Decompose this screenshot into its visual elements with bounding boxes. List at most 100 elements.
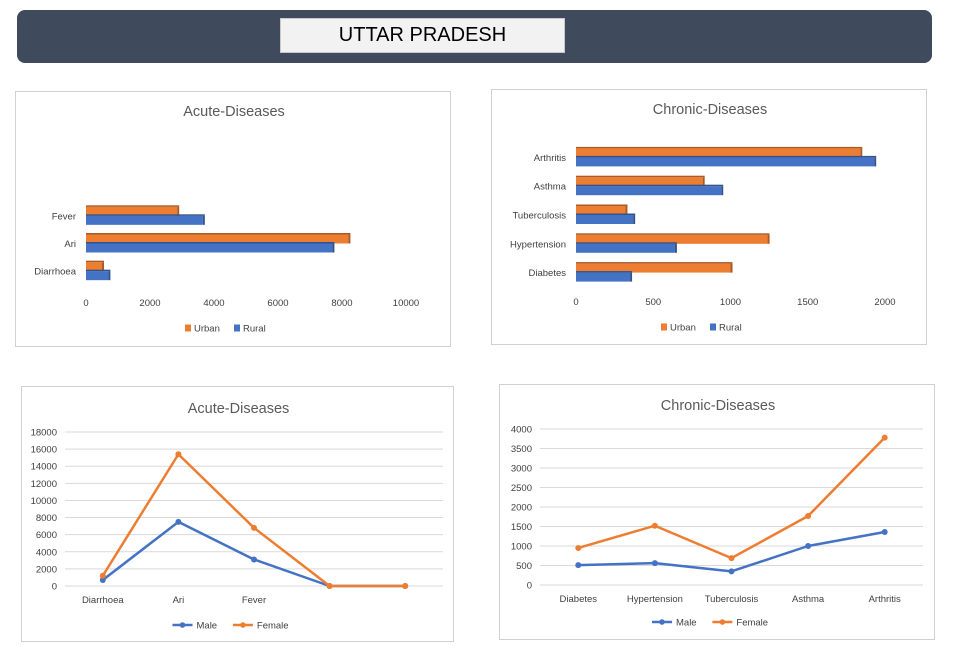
bar-side-rural [332,243,335,253]
bar-rural [86,215,203,225]
chart-svg: Acute-Diseases 0 2000 4000 6000 8000 10000 Diar… [34,104,419,335]
bar-side-rural [674,243,677,253]
legend-dot-male [659,619,665,625]
bar-urban [576,263,731,273]
bar-urban [576,206,626,215]
bar-side-urban [348,234,351,244]
x-tick-label: 500 [645,297,661,308]
data-point-male [99,577,106,584]
y-tick-label: 0 [52,582,57,593]
legend-dot-female [240,622,246,628]
x-tick-label: 1000 [720,297,741,308]
bar-top-rural [86,269,111,272]
y-tick-label: 2000 [511,503,532,514]
chart-svg: Acute-Diseases 0 2000 4000 6000 8000 10000 1200… [31,401,443,632]
bar-side-rural [108,271,111,281]
data-point-female [805,512,812,519]
bar-top-urban [86,233,351,235]
data-point-male [251,556,257,563]
y-tick-label: 1000 [511,542,532,553]
category-label: Fever [52,211,76,222]
legend-label-rural: Rural [243,324,266,335]
legend-swatch-rural [710,323,716,331]
acute-diseases-line-chart: Acute-Diseases 0 2000 4000 6000 8000 10000 1200… [21,386,454,642]
x-tick-label: Arthritis [869,594,901,605]
bar-side-urban [860,148,863,158]
x-tick-label: Diabetes [560,594,598,605]
data-point-male [805,543,812,549]
bar-top-urban [86,260,104,263]
chart-title: Chronic-Diseases [653,102,767,118]
y-tick-label: 2000 [36,564,57,575]
chart-svg: Chronic-Diseases 0 500 1000 1500 2000 2500 3000… [511,398,923,629]
x-tick-label: 2000 [874,297,895,308]
y-tick-label: 4000 [511,425,532,436]
bar-top-rural [86,242,335,244]
y-tick-label: 3000 [511,464,532,475]
data-point-male [175,518,182,525]
page-title: UTTAR PRADESH [280,18,565,53]
legend-swatch-urban [661,323,667,331]
legend-dot-male [179,622,186,628]
x-tick-label: 4000 [203,298,224,309]
data-point-male [881,528,888,535]
legend-label-urban: Urban [194,324,220,335]
bar-top-urban [576,175,705,178]
bar-side-urban [702,177,705,187]
bar-top-rural [576,271,633,273]
category-label: Arthritis [534,153,566,164]
bar-top-rural [576,242,677,244]
series-line-female [101,452,406,588]
y-tick-label: 18000 [31,428,57,439]
bar-top-urban [576,204,628,206]
x-tick-label: 1500 [797,297,818,308]
y-tick-label: 14000 [31,462,57,473]
x-tick-label: Diarrhoea [82,595,124,606]
legend-label-male: Male [197,621,218,632]
data-point-female [651,522,658,529]
bar-top-urban [86,205,180,207]
bar-rural [576,272,631,282]
y-tick-label: 6000 [36,530,57,541]
x-tick-label: 2000 [139,298,160,309]
y-tick-label: 16000 [31,445,57,456]
legend-label-female: Female [257,621,289,632]
bar-top-rural [576,155,877,158]
y-tick-label: 500 [516,561,532,572]
x-tick-label: 0 [573,297,578,308]
bar-top-rural [576,184,724,187]
bar-urban [576,177,703,187]
x-tick-label: Hypertension [627,594,683,605]
bar-top-urban [576,146,863,149]
data-point-female [575,544,582,551]
legend-dot-female [719,619,726,625]
x-tick-label: 10000 [393,298,419,309]
category-label: Ari [64,239,76,250]
bar-side-urban [102,262,104,272]
legend-label-urban: Urban [670,323,696,334]
legend-swatch-urban [185,324,191,332]
x-tick-label: Tuberculosis [705,594,759,605]
data-point-female [251,524,257,531]
category-label: Tuberculosis [512,211,566,222]
chart-title: Acute-Diseases [188,401,290,417]
bar-side-urban [625,206,628,215]
data-point-male [575,562,582,569]
x-tick-label: Asthma [792,594,825,605]
bar-top-urban [576,262,733,264]
legend-label-male: Male [676,618,697,629]
y-tick-label: 4000 [36,547,57,558]
data-point-female [402,583,409,589]
x-tick-label: 6000 [267,298,288,309]
y-tick-label: 1500 [511,522,532,533]
chronic-diseases-bar-chart: Chronic-Diseases 0 500 1000 1500 2000 Diabetes… [491,89,927,345]
chart-title: Acute-Diseases [183,104,285,120]
bar-side-rural [202,215,205,225]
bar-side-rural [630,272,633,282]
x-tick-label: 8000 [331,298,352,309]
category-label: Diarrhoea [34,267,76,278]
x-tick-label: 0 [83,298,88,309]
bar-urban [576,148,861,158]
x-tick-label: Ari [173,595,185,606]
data-point-female [881,434,888,441]
